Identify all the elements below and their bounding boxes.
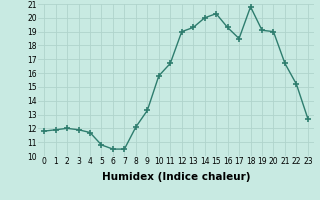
X-axis label: Humidex (Indice chaleur): Humidex (Indice chaleur)	[102, 172, 250, 182]
